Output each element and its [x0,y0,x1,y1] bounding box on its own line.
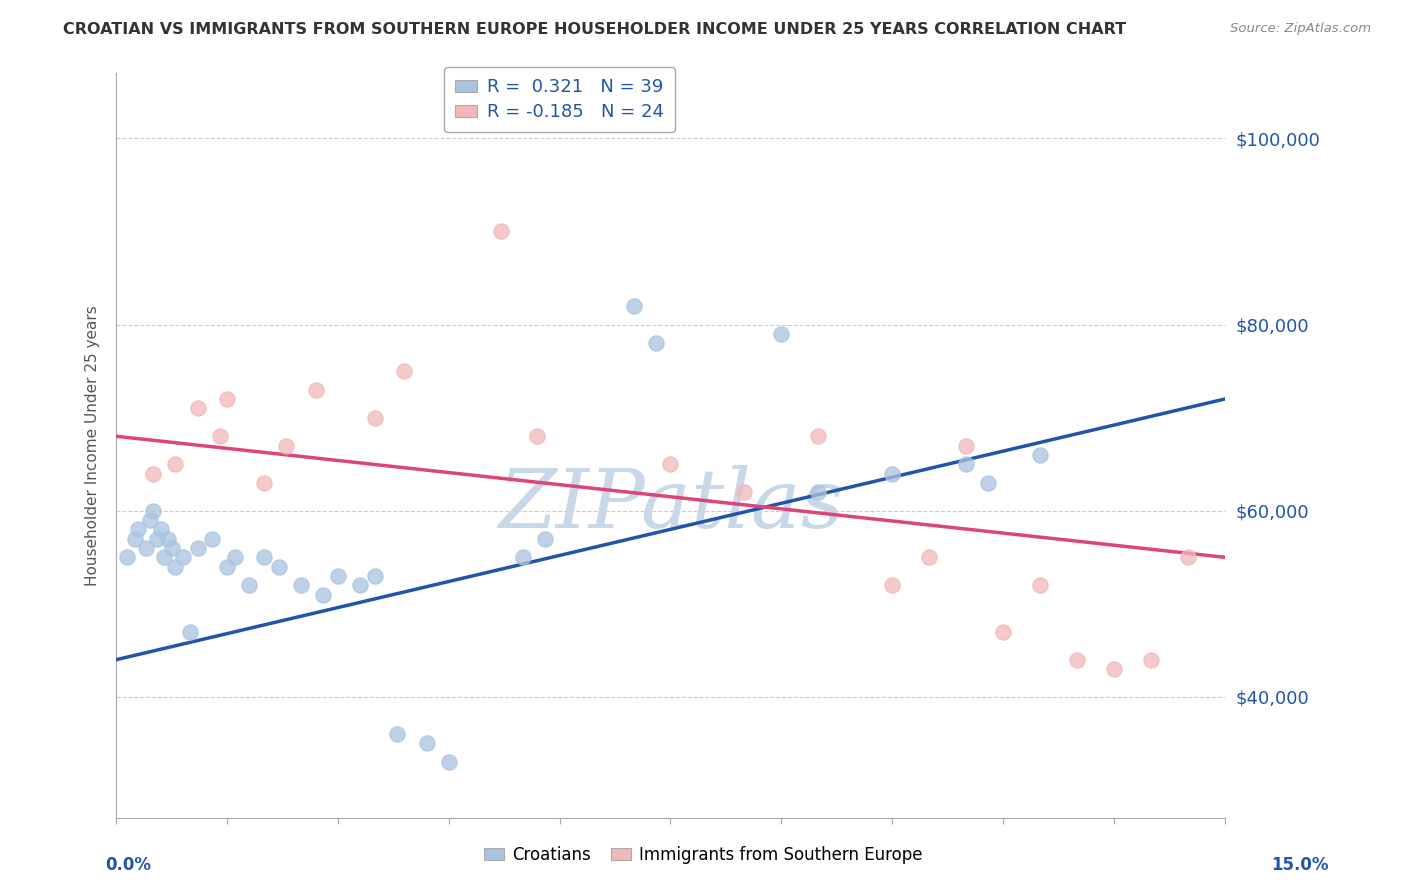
Legend: R =  0.321   N = 39, R = -0.185   N = 24: R = 0.321 N = 39, R = -0.185 N = 24 [444,68,675,132]
Point [165,559,187,574]
Point [955,457,977,471]
Point [659,457,682,471]
Point [882,467,904,481]
Point [955,439,977,453]
Point [807,429,830,443]
Point [124,532,146,546]
Point [623,299,645,313]
Point [364,569,387,583]
Point [187,541,209,555]
Point [349,578,371,592]
Point [153,550,176,565]
Point [142,504,165,518]
Point [882,578,904,592]
Point [142,467,165,481]
Point [290,578,312,592]
Point [534,532,557,546]
Point [918,550,941,565]
Y-axis label: Householder Income Under 25 years: Householder Income Under 25 years [86,305,100,586]
Point [526,429,548,443]
Point [117,550,139,565]
Point [1029,578,1052,592]
Point [512,550,534,565]
Point [253,475,276,490]
Text: Source: ZipAtlas.com: Source: ZipAtlas.com [1230,22,1371,36]
Point [135,541,157,555]
Text: 15.0%: 15.0% [1271,855,1329,873]
Point [770,326,793,341]
Point [312,587,335,601]
Point [179,624,201,639]
Point [187,401,209,416]
Point [1066,653,1088,667]
Point [224,550,246,565]
Point [172,550,194,565]
Point [733,485,755,500]
Point [305,383,328,397]
Point [977,475,1000,490]
Legend: Croatians, Immigrants from Southern Europe: Croatians, Immigrants from Southern Euro… [477,839,929,871]
Point [644,336,666,351]
Point [201,532,224,546]
Point [807,485,830,500]
Point [208,429,231,443]
Point [267,559,290,574]
Point [364,410,387,425]
Point [326,569,349,583]
Point [1177,550,1199,565]
Point [217,392,239,406]
Text: ZIPatlas: ZIPatlas [498,465,844,545]
Point [394,364,416,378]
Point [238,578,260,592]
Point [991,624,1014,639]
Point [1029,448,1052,462]
Text: 0.0%: 0.0% [105,855,152,873]
Point [146,532,169,546]
Point [385,727,408,741]
Text: CROATIAN VS IMMIGRANTS FROM SOUTHERN EUROPE HOUSEHOLDER INCOME UNDER 25 YEARS CO: CROATIAN VS IMMIGRANTS FROM SOUTHERN EUR… [63,22,1126,37]
Point [415,736,437,750]
Point [1102,662,1125,676]
Point [160,541,183,555]
Point [489,225,512,239]
Point [165,457,187,471]
Point [1140,653,1163,667]
Point [127,522,149,536]
Point [253,550,276,565]
Point [138,513,160,527]
Point [149,522,172,536]
Point [156,532,179,546]
Point [217,559,239,574]
Point [276,439,298,453]
Point [437,755,460,769]
